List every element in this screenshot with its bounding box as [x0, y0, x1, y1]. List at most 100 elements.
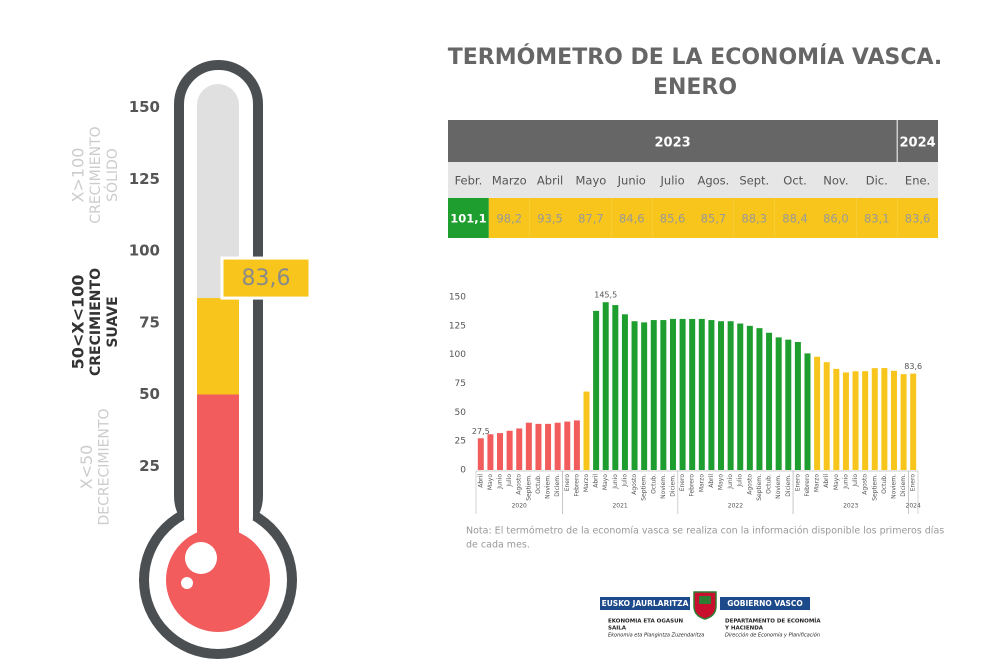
x-tick-label: Julio	[852, 474, 859, 488]
x-tick-label: Marzo	[814, 474, 821, 492]
table-value: 83,6	[905, 212, 931, 226]
note: Nota: El termómetro de la economía vasca…	[466, 526, 944, 537]
x-tick-label: Octub.	[535, 474, 542, 494]
x-tick-label: Mayo	[718, 474, 725, 490]
x-tick-label: Junio	[842, 474, 849, 490]
x-tick-label: Septiem.	[525, 474, 532, 501]
x-tick-label: Enero	[910, 474, 917, 492]
y-tick-label: 100	[449, 350, 466, 360]
bulb-highlight	[185, 542, 217, 574]
data-label: 145,5	[594, 291, 617, 300]
table-month: Mayo	[576, 174, 607, 188]
logo-text: EUSKO JAURLARITZA	[602, 599, 689, 608]
x-tick-label: Noviem.	[890, 474, 897, 499]
table-value: 85,7	[701, 212, 727, 226]
table-value: 83,1	[864, 212, 890, 226]
bar	[535, 423, 542, 470]
table-year: 2024	[899, 136, 935, 151]
x-tick-label: Abril	[477, 474, 484, 488]
scale-label: 50	[139, 385, 160, 403]
y-tick-label: 150	[449, 293, 466, 303]
table-value: 101,1	[450, 212, 486, 226]
thermometer-fill	[197, 298, 239, 395]
x-tick-label: Julio	[506, 474, 513, 488]
table-months	[448, 162, 938, 198]
bar	[679, 318, 686, 470]
table-month: Sept.	[739, 174, 769, 188]
table-value: 98,2	[496, 212, 522, 226]
table-month: Dic.	[866, 174, 888, 188]
bar	[573, 420, 580, 470]
logo: EUSKO JAURLARITZA GOBIERNO VASCO EKONOMI…	[600, 591, 821, 639]
y-tick-label: 75	[455, 379, 466, 389]
bar	[718, 321, 725, 470]
zone-label: 50<X<100	[69, 275, 88, 370]
table-cell	[448, 198, 489, 238]
table-cell	[693, 198, 734, 238]
zone-label: X<50	[77, 445, 96, 490]
bar	[593, 310, 600, 470]
y-tick-label: 50	[455, 408, 467, 418]
year-label: 2021	[612, 503, 627, 510]
bar	[737, 323, 744, 470]
x-tick-label: Septiem.	[756, 474, 763, 501]
bar	[910, 373, 917, 470]
bar	[621, 314, 628, 470]
x-tick-label: Mayo	[602, 474, 609, 490]
x-tick-label: Abril	[823, 474, 830, 488]
year-label: 2022	[728, 503, 743, 510]
bar	[698, 318, 705, 470]
bar	[641, 322, 648, 470]
bar	[756, 328, 763, 470]
table-cell	[733, 198, 775, 238]
scale-label: 150	[129, 98, 160, 116]
table-month: Nov.	[823, 174, 848, 188]
x-tick-label: Junio	[727, 474, 734, 490]
x-tick-label: Enero	[679, 474, 686, 492]
logo-text: Dirección de Economía y Planificación	[725, 632, 820, 639]
bar	[794, 341, 801, 470]
y-tick-label: 0	[460, 466, 466, 476]
title: TERMÓMETRO DE LA ECONOMÍA VASCA.	[448, 44, 943, 70]
bar	[804, 353, 811, 470]
x-tick-label: Febrero	[804, 474, 811, 497]
scale-label: 75	[139, 313, 160, 331]
table-month: Junio	[617, 174, 646, 188]
bar	[669, 318, 676, 470]
y-tick-label: 125	[449, 321, 466, 331]
table-value: 85,6	[660, 212, 686, 226]
bar	[564, 421, 571, 470]
x-tick-label: Enero	[564, 474, 571, 492]
table-month: Abril	[537, 174, 563, 188]
x-tick-label: Diciem.	[785, 474, 792, 497]
bar	[708, 320, 715, 470]
zone-label: SUAVE	[105, 296, 121, 347]
scale-label: 100	[129, 242, 160, 260]
title: ENERO	[653, 75, 737, 100]
y-tick-label: 25	[455, 437, 466, 447]
table-value: 87,7	[578, 212, 604, 226]
x-tick-label: Septiem.	[871, 474, 878, 501]
x-tick-label: Marzo	[698, 474, 705, 492]
table-value: 88,4	[782, 212, 808, 226]
bar	[842, 372, 849, 470]
bar	[746, 325, 753, 470]
x-tick-label: Abril	[593, 474, 600, 488]
bar	[497, 433, 504, 470]
table-cell	[488, 198, 530, 238]
value-box	[220, 256, 312, 300]
logo-bar	[600, 597, 690, 610]
zone-label: SÓLIDO	[103, 148, 121, 202]
x-tick-label: Agosto	[631, 474, 638, 495]
bar	[583, 391, 590, 470]
zone-label: CRECIMIENTO	[88, 126, 104, 223]
x-tick-label: Abril	[708, 474, 715, 488]
table-cell	[815, 198, 857, 238]
x-tick-label: Diciem.	[900, 474, 907, 497]
x-tick-label: Noviem.	[775, 474, 782, 499]
bar	[727, 321, 734, 470]
zone-label: X>100	[69, 148, 88, 203]
bar	[602, 302, 609, 470]
year-label: 2023	[843, 503, 858, 510]
